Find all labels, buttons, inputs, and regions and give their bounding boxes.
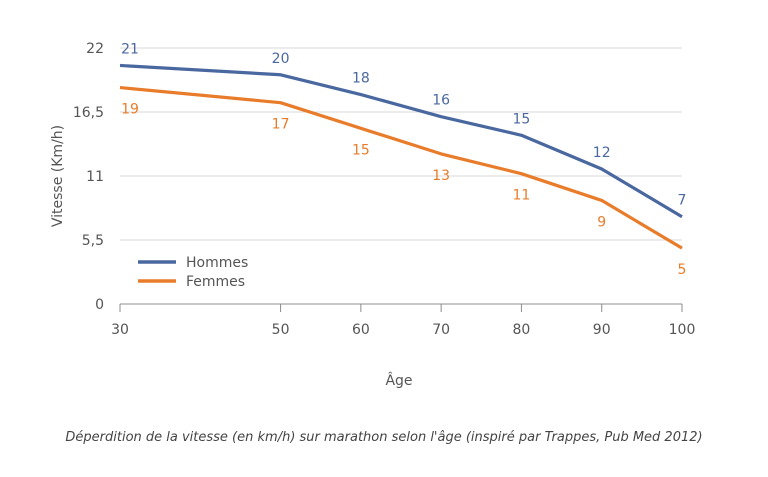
data-label-femmes: 17: [272, 117, 290, 133]
legend-label-femmes: Femmes: [186, 274, 245, 290]
legend: Hommes Femmes: [138, 255, 248, 290]
data-label-hommes: 12: [593, 145, 611, 161]
data-label-hommes: 16: [432, 93, 450, 109]
series-lines: [119, 63, 683, 250]
series-line-femmes: [119, 85, 683, 250]
axes: 0 5,5 11 16,5 22 30 50 60 70 80 90 100 Âge Vitesse (K…: [50, 41, 695, 389]
data-label-femmes: 15: [352, 142, 370, 158]
y-tick-label: 22: [86, 41, 104, 57]
legend-label-hommes: Hommes: [186, 255, 248, 271]
x-tick-label: 30: [111, 322, 129, 338]
data-label-hommes: 15: [513, 111, 531, 127]
data-label-femmes: 11: [513, 188, 531, 204]
data-label-hommes: 20: [272, 51, 290, 67]
data-label-femmes: 19: [121, 102, 139, 118]
data-label-femmes: 5: [678, 262, 687, 278]
data-label-hommes: 21: [121, 41, 139, 57]
x-tick-label: 60: [352, 322, 370, 338]
y-tick-label: 11: [86, 169, 104, 185]
data-labels: 21 20 18 16 15 12 7 19 17 15 13 11 9 5: [121, 41, 686, 278]
y-tick-label: 0: [95, 297, 104, 313]
y-tick-label: 5,5: [82, 233, 104, 249]
x-tick-label: 80: [513, 322, 531, 338]
data-label-hommes: 18: [352, 71, 370, 87]
data-label-femmes: 13: [432, 168, 450, 184]
line-chart: 0 5,5 11 16,5 22 30 50 60 70 80 90 100 Âge Vitesse (K…: [50, 41, 695, 389]
y-axis-title: Vitesse (Km/h): [50, 125, 66, 227]
x-tick-label: 50: [272, 322, 290, 338]
chart-caption: Déperdition de la vitesse (en km/h) sur …: [65, 430, 703, 445]
series-line-hommes: [119, 63, 683, 219]
gridlines: [120, 47, 682, 241]
x-tick-label: 70: [432, 322, 450, 338]
x-axis-title: Âge: [385, 371, 412, 389]
x-tick-label: 90: [593, 322, 611, 338]
y-tick-label: 16,5: [73, 105, 104, 121]
data-label-hommes: 7: [678, 193, 687, 209]
x-tick-label: 100: [669, 322, 696, 338]
data-label-femmes: 9: [597, 214, 606, 230]
